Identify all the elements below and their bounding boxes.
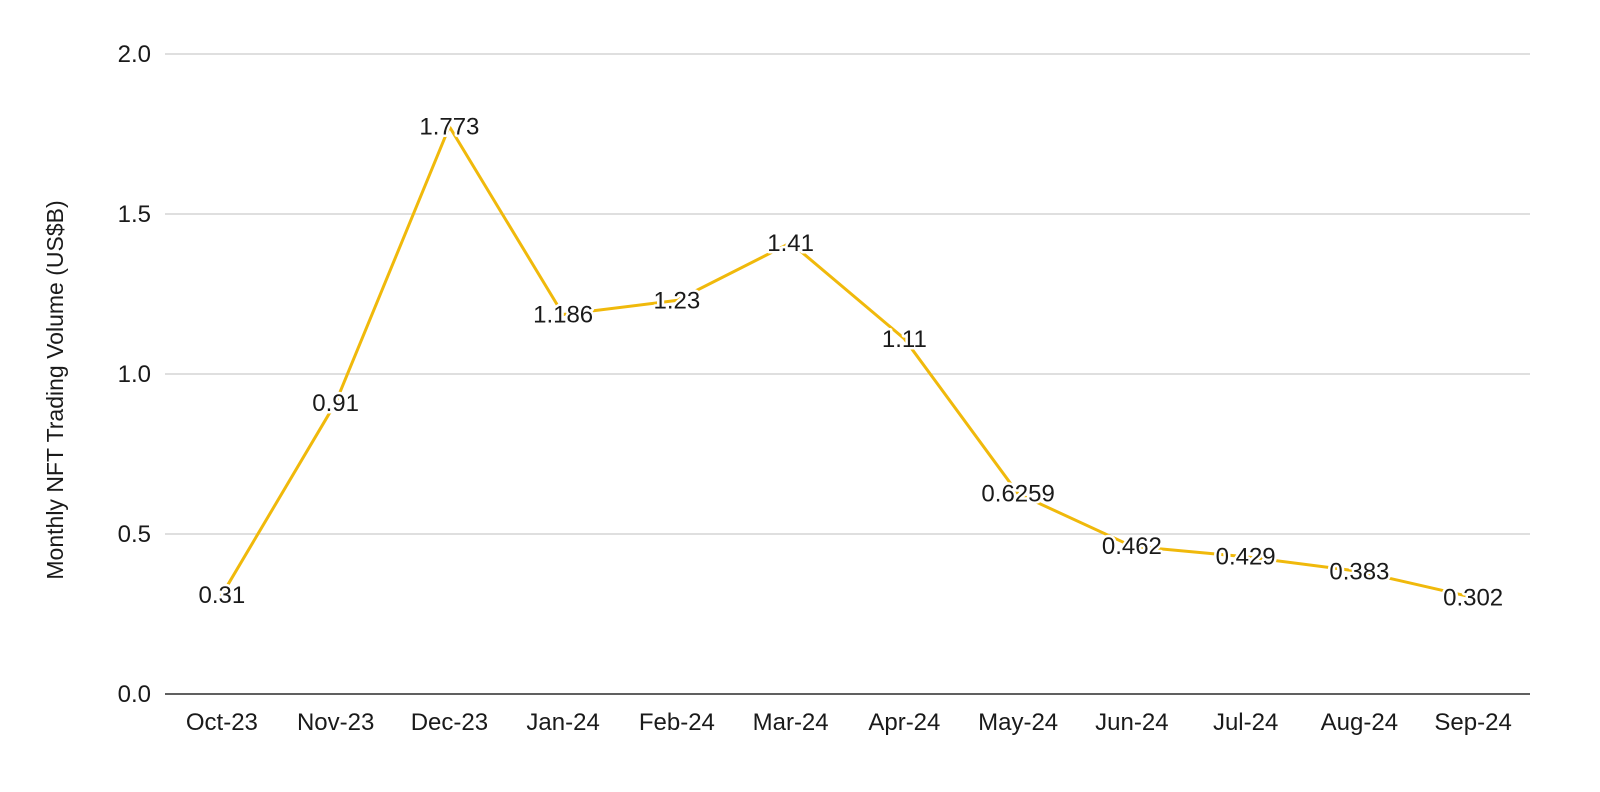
x-tick-label: May-24 [978,709,1058,736]
x-tick-label: Nov-23 [297,709,374,736]
y-tick-label: 1.5 [118,201,151,228]
x-tick-label: Feb-24 [639,709,715,736]
data-label: 1.186 [533,301,593,328]
x-tick-label: Apr-24 [868,709,940,736]
data-label: 1.11 [882,326,927,353]
y-tick-label: 2.0 [118,41,151,68]
data-label: 0.6259 [981,481,1054,508]
gridlines [165,53,1530,535]
y-tick-label: 1.0 [118,361,151,388]
x-tick-label: Jan-24 [526,709,599,736]
data-label: 0.302 [1443,584,1503,611]
y-tick-label: 0.5 [118,521,151,548]
x-tick-label: Oct-23 [186,709,258,736]
data-label: 1.23 [654,287,701,314]
series-line [220,125,1475,599]
x-tick-label: Dec-23 [411,709,488,736]
series [220,125,1475,599]
x-tick-label: Jul-24 [1213,709,1278,736]
x-tick-label: Jun-24 [1095,709,1168,736]
data-label: 0.91 [312,390,359,417]
data-label: 0.462 [1102,533,1162,560]
data-label: 0.383 [1329,558,1389,585]
data-labels: 0.31 0.91 1.773 1.186 1.23 1.41 1.11 0.6259 0.46… [196,111,1506,614]
x-tick-label: Mar-24 [753,709,829,736]
x-tick-label: Aug-24 [1321,709,1398,736]
data-label: 1.773 [419,114,479,141]
y-tick-label: 0.0 [118,681,151,708]
data-label: 0.31 [199,582,246,609]
x-tick-label: Sep-24 [1434,709,1511,736]
data-label: 0.429 [1216,544,1276,571]
data-label: 1.41 [767,230,814,257]
y-axis-title: Monthly NFT Trading Volume (US$B) [42,200,68,579]
axes: 0.0 0.5 1.0 1.5 2.0 Oct-23 Nov-23 Dec-23 Jan-24 F… [118,41,1530,736]
